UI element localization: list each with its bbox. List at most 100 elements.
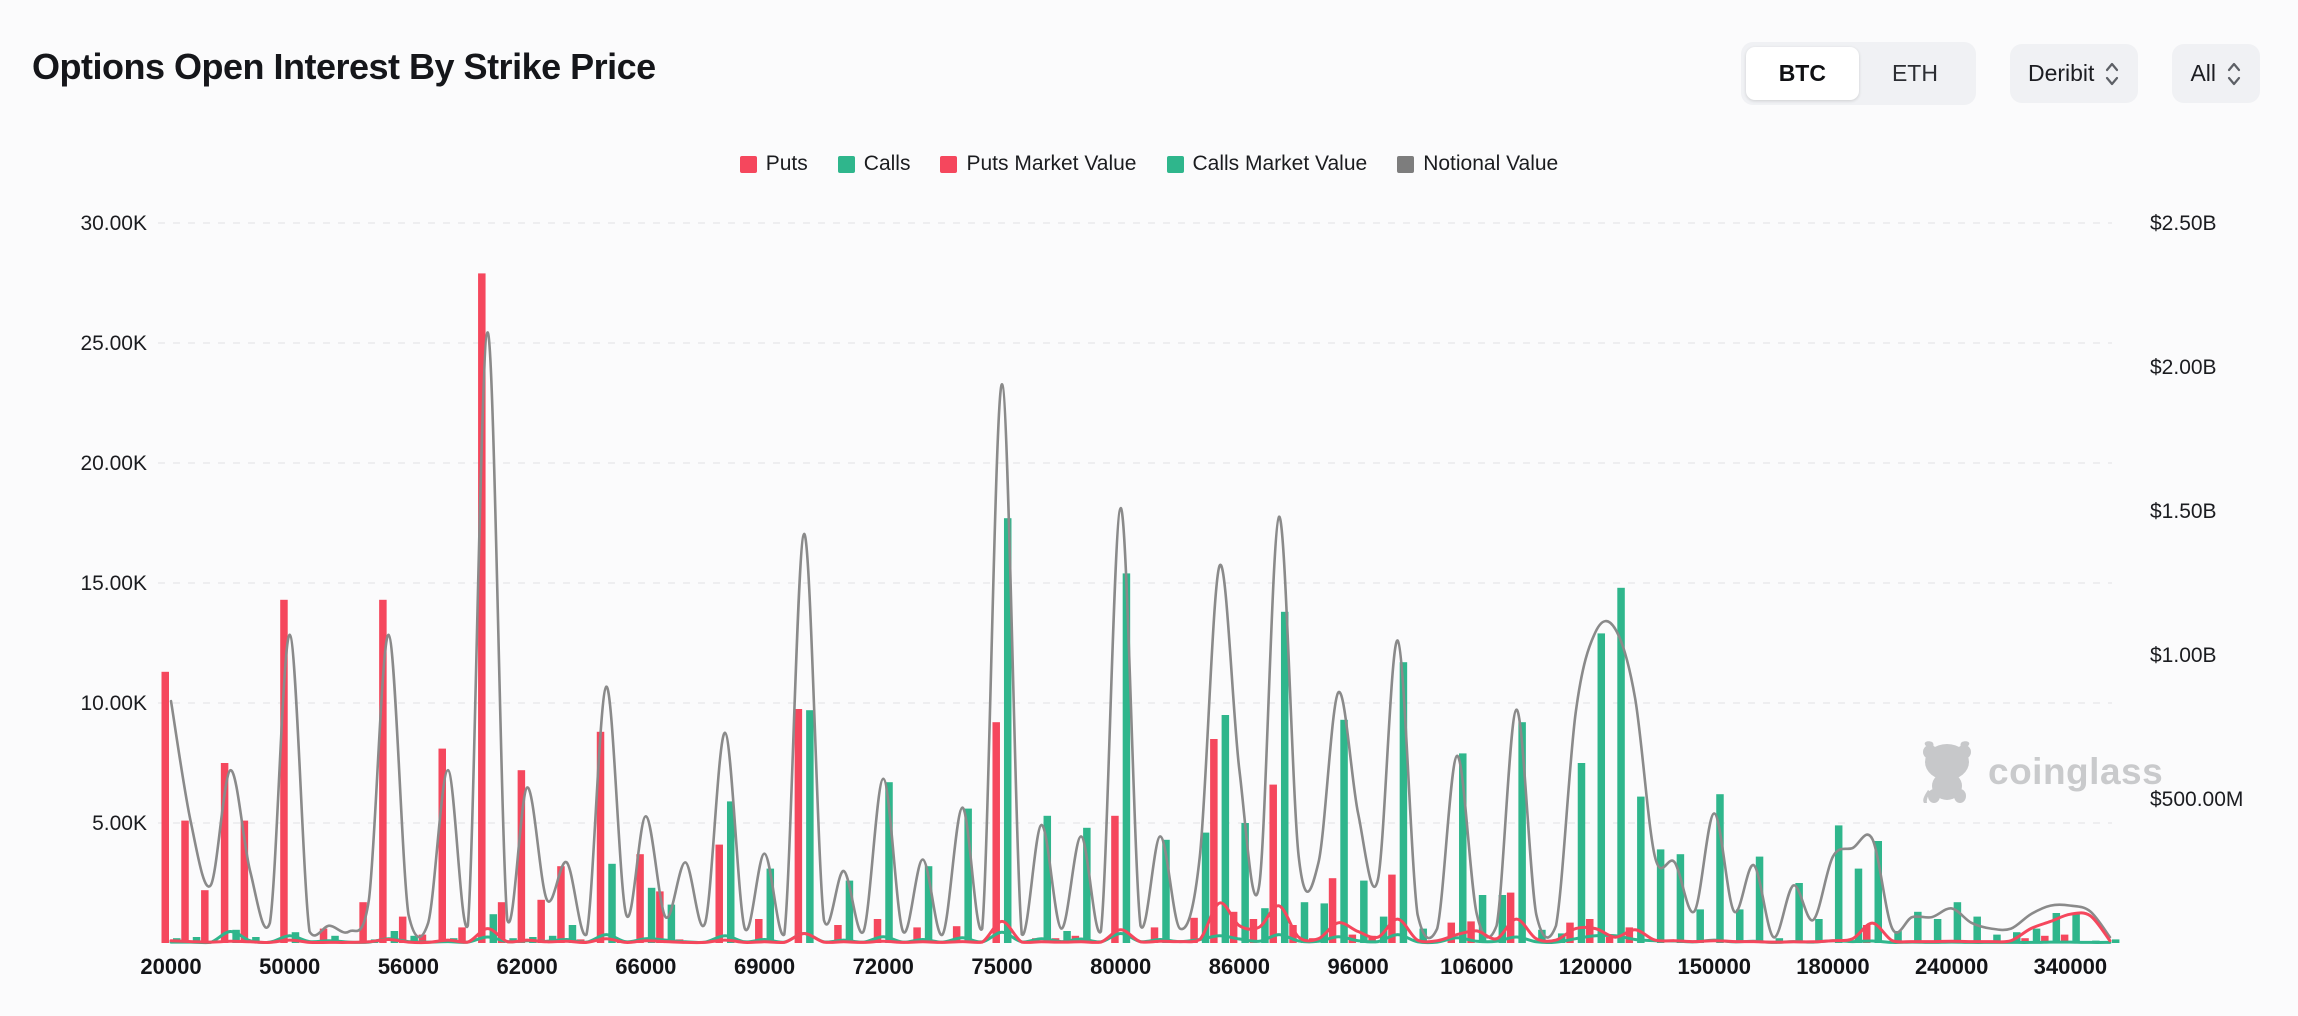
legend-item-puts[interactable]: Puts <box>739 152 808 176</box>
calls-bar[interactable] <box>885 782 893 943</box>
calls-bar[interactable] <box>1241 823 1249 943</box>
calls-bar[interactable] <box>1676 854 1685 943</box>
puts-bar[interactable] <box>1605 937 1614 943</box>
expiry-select[interactable]: All <box>2172 44 2260 103</box>
puts-bar[interactable] <box>755 919 763 943</box>
puts-bar[interactable] <box>438 748 446 943</box>
exchange-select[interactable]: Deribit <box>2009 44 2139 103</box>
puts-bar[interactable] <box>458 927 466 943</box>
puts-bar[interactable] <box>1368 935 1376 943</box>
puts-bar[interactable] <box>537 899 545 943</box>
calls-bar[interactable] <box>1518 722 1526 943</box>
calls-bar[interactable] <box>1637 796 1645 943</box>
puts-bar[interactable] <box>398 916 407 943</box>
calls-bar[interactable] <box>1498 895 1507 943</box>
puts-bar[interactable] <box>240 820 249 943</box>
puts-bar[interactable] <box>834 925 842 943</box>
calls-bar[interactable] <box>1874 841 1883 943</box>
calls-bar[interactable] <box>1340 719 1348 943</box>
puts-bar[interactable] <box>1150 927 1159 943</box>
puts-bar[interactable] <box>1447 922 1456 943</box>
puts-bar[interactable] <box>1289 925 1297 943</box>
puts-bar[interactable] <box>1229 911 1238 943</box>
calls-bar[interactable] <box>726 801 735 943</box>
puts-bar[interactable] <box>517 770 526 943</box>
legend-item-notional-value[interactable]: Notional Value <box>1397 152 1558 176</box>
puts-bar[interactable] <box>1506 892 1515 943</box>
puts-bar[interactable] <box>715 844 723 943</box>
puts-bar[interactable] <box>913 927 921 943</box>
puts-bar[interactable] <box>1269 784 1277 943</box>
legend-item-calls[interactable]: Calls <box>837 152 910 176</box>
notional-value-line[interactable] <box>169 331 2112 940</box>
calls-bar[interactable] <box>1201 832 1210 943</box>
puts-bar[interactable] <box>1190 917 1198 943</box>
calls-bar[interactable] <box>1320 903 1329 943</box>
puts-bar[interactable] <box>873 919 882 943</box>
calls-bar[interactable] <box>1933 919 1942 943</box>
calls-bar[interactable] <box>1162 839 1170 943</box>
calls-bar[interactable] <box>1063 931 1071 943</box>
calls-bar[interactable] <box>1617 587 1625 943</box>
puts-bar[interactable] <box>319 928 328 943</box>
calls-bar[interactable] <box>667 904 676 943</box>
calls-bar[interactable] <box>608 863 616 943</box>
calls-bar[interactable] <box>924 866 933 943</box>
asset-toggle-btc[interactable]: BTC <box>1745 47 1859 100</box>
puts-bar[interactable] <box>1249 919 1258 943</box>
puts-bar[interactable] <box>2021 938 2029 943</box>
puts-bar[interactable] <box>181 820 189 943</box>
puts-bar[interactable] <box>280 599 288 943</box>
asset-toggle-eth[interactable]: ETH <box>1891 60 1938 86</box>
puts-bar[interactable] <box>1388 874 1396 943</box>
puts-bar[interactable] <box>656 891 664 943</box>
calls-bar[interactable] <box>192 937 201 943</box>
calls-bar[interactable] <box>1261 908 1269 943</box>
calls-bar[interactable] <box>964 808 972 943</box>
calls-bar[interactable] <box>1973 916 1981 943</box>
calls-bar[interactable] <box>1122 573 1131 943</box>
calls-bar[interactable] <box>252 937 260 943</box>
calls-bar[interactable] <box>1577 763 1586 943</box>
puts-bar[interactable] <box>952 926 961 943</box>
puts-bar[interactable] <box>636 854 644 943</box>
calls-bar[interactable] <box>331 935 339 943</box>
legend-item-puts-market-value[interactable]: Puts Market Value <box>940 152 1137 176</box>
calls-bar[interactable] <box>1399 662 1408 943</box>
calls-bar[interactable] <box>1003 518 1012 943</box>
calls-bar[interactable] <box>1083 827 1091 943</box>
calls-bar[interactable] <box>1043 815 1052 943</box>
calls-bar[interactable] <box>1854 868 1863 943</box>
calls-bar[interactable] <box>1834 825 1843 943</box>
calls-bar[interactable] <box>1993 934 2001 943</box>
puts-bar[interactable] <box>1625 927 1634 943</box>
calls-bar[interactable] <box>1716 794 1724 943</box>
calls-bar[interactable] <box>2111 939 2120 943</box>
calls-bar[interactable] <box>1360 880 1368 943</box>
calls-bar[interactable] <box>1478 895 1487 943</box>
puts-bar[interactable] <box>418 934 427 943</box>
puts-bar[interactable] <box>557 866 565 943</box>
puts-bar[interactable] <box>379 599 387 943</box>
calls-bar[interactable] <box>1795 883 1803 943</box>
calls-bar[interactable] <box>1280 611 1289 943</box>
calls-bar[interactable] <box>845 880 854 943</box>
calls-bar[interactable] <box>2072 914 2080 943</box>
puts-bar[interactable] <box>1111 815 1119 943</box>
puts-bar[interactable] <box>2060 934 2069 943</box>
calls-bar[interactable] <box>806 710 814 943</box>
calls-bar[interactable] <box>1894 931 1902 943</box>
calls-bar[interactable] <box>1379 916 1388 943</box>
puts-bar[interactable] <box>596 731 605 943</box>
puts-bar[interactable] <box>992 722 1000 943</box>
calls-bar[interactable] <box>1221 715 1230 943</box>
calls-bar[interactable] <box>1419 928 1427 943</box>
calls-bar[interactable] <box>1696 909 1704 943</box>
puts-bar[interactable] <box>497 902 506 943</box>
puts-bar[interactable] <box>161 671 170 943</box>
puts-bar[interactable] <box>2041 935 2049 943</box>
calls-bar[interactable] <box>2032 928 2041 943</box>
puts-bar[interactable] <box>1863 925 1871 943</box>
calls-bar[interactable] <box>410 935 418 943</box>
